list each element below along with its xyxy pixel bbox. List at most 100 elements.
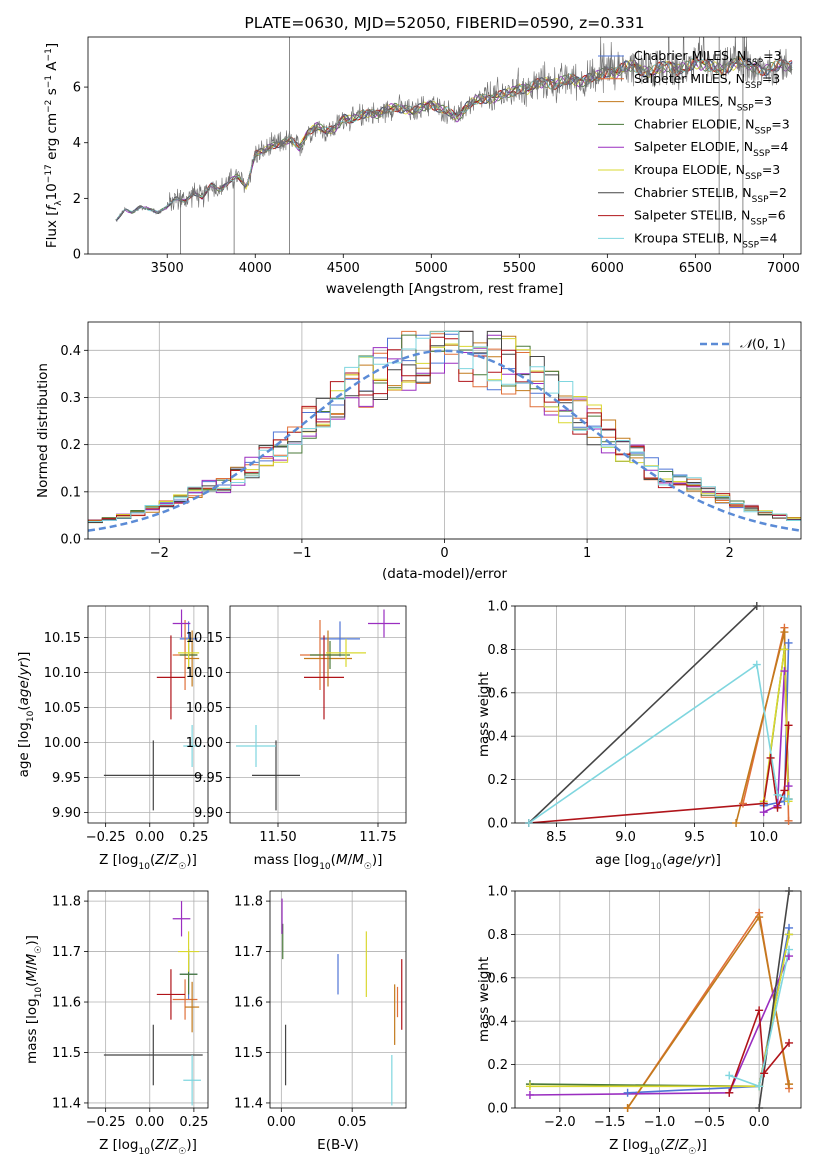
mass-vs-Z-xlabel-part: (: [150, 1137, 155, 1153]
weight-vs-age-marker: [780, 667, 789, 676]
residuals-ytick-label: 0.2: [60, 438, 81, 453]
weight-vs-Z-ytick-label: 0.8: [487, 928, 508, 943]
mass-vs-EBV-frame: [269, 890, 407, 1109]
weight-vs-Z-xlabel-part: (: [660, 1137, 665, 1153]
weight-vs-age-marker: [784, 795, 793, 804]
legend-label: Kroupa MILES, NSSP=3: [634, 94, 772, 114]
weight-vs-Z-ytick-label: 0.0: [487, 1102, 508, 1117]
age-vs-Z-ytick-label: 9.90: [52, 806, 81, 821]
weight-vs-age-xtick-label: 9.5: [684, 830, 705, 845]
spectrum-xtick-label: 3500: [151, 261, 184, 276]
age-vs-Z-ylabel-part: age: [16, 680, 32, 705]
weight-vs-Z-marker: [525, 1082, 534, 1091]
spectrum-frame: [87, 36, 802, 255]
weight-vs-age-marker: [732, 819, 741, 827]
legend-label-part: SSP: [742, 240, 759, 250]
weight-vs-age-marker: [784, 816, 793, 825]
weight-vs-age-marker: [524, 819, 533, 827]
residual-histogram: [88, 330, 801, 539]
age-vs-mass-ytick-label: 9.95: [194, 771, 223, 786]
mass-vs-Z-ylabel-part: M: [24, 970, 40, 982]
age-vs-Z-ytick-label: 10.10: [44, 666, 81, 681]
spectrum-ylabel: Flux [fλ10−17 erg cm−2 s−1 A−1]: [44, 43, 64, 248]
age-vs-mass-xlabel-part: M: [352, 852, 364, 868]
age-vs-Z-xlabel-part: ☉: [178, 862, 186, 872]
spectrum-ytick-label: 0: [73, 248, 81, 263]
weight-vs-Z-marker: [623, 1088, 632, 1097]
weight-vs-age-marker: [752, 602, 761, 610]
weight-vs-age-marker: [784, 638, 793, 647]
age-vs-mass-xlabel-part: mass [log: [254, 852, 320, 868]
mass-vs-Z-xlabel: Z [log10(Z/Z☉)]: [99, 1137, 197, 1157]
weight-vs-Z-xlabel-part: Z: [678, 1137, 689, 1153]
weight-vs-age-line: [528, 606, 758, 823]
legend-label: Salpeter MILES, NSSP=3: [634, 71, 780, 91]
mass-vs-Z-ylabel-part: ☉: [34, 946, 44, 954]
legend-label-part: SSP: [754, 126, 771, 136]
spectrum-ylabel-part: λ: [54, 200, 64, 206]
weight-vs-age-marker: [759, 808, 768, 817]
weight-vs-age-marker: [738, 799, 747, 808]
age-vs-mass-ytick-label: 10.15: [186, 631, 223, 646]
legend-label-part: Salpeter ELODIE, N: [634, 139, 753, 154]
legend-label-part: Kroupa STELIB, N: [634, 230, 742, 245]
weight-vs-Z-marker: [725, 1088, 734, 1097]
legend-label-part: =3: [754, 94, 772, 109]
spectrum-ylabel-part: A: [44, 61, 60, 75]
spectrum-ylabel-part: −1: [44, 48, 54, 61]
spectrum-ylabel-part: f: [44, 203, 60, 210]
mass-vs-Z-xtick-label: 0.25: [179, 1115, 208, 1130]
mass-vs-Z-xlabel-part: Z [log: [99, 1137, 138, 1153]
mass-vs-EBV-ytick-label: 11.5: [234, 1046, 263, 1061]
normal-reference-curve: [88, 349, 801, 532]
weight-vs-age-plot-area: [528, 606, 790, 823]
age-vs-Z-xtick-label: 0.00: [135, 830, 164, 845]
weight-vs-Z-xtick-label: −1.5: [594, 1115, 626, 1130]
weight-vs-Z-panel: −2.0 −1.5 −1.0 −0.5 0.0 0.0 0.2 0.4 0.6 0.8 1.0: [487, 885, 802, 1130]
weight-vs-age-marker: [773, 790, 782, 799]
weight-vs-Z-xtick-label: 0.0: [749, 1115, 770, 1130]
spectrum-xtick-label: 6000: [591, 261, 624, 276]
weight-vs-age-xtick-label: 8.5: [546, 830, 567, 845]
spectrum-plot-area: [115, 37, 793, 254]
legend-label-part: =6: [767, 208, 785, 223]
weight-vs-Z-xlabel: Z [log10(Z/Z☉)]: [609, 1137, 707, 1157]
residuals-xtick-label: −1: [292, 546, 311, 561]
spectrum-ytick-label: 6: [73, 81, 81, 96]
legend-label-part: Chabrier MILES, N: [634, 48, 746, 63]
age-vs-mass-ytick-label: 10.10: [186, 666, 223, 681]
weight-vs-Z-xlabel-part: /: [674, 1137, 679, 1153]
age-vs-Z-xlabel-part: /: [164, 852, 169, 868]
spectrum-ylabel-part: Flux [: [44, 210, 60, 248]
mass-vs-EBV-ytick-label: 11.4: [234, 1096, 263, 1111]
residuals-frame: [87, 321, 802, 540]
age-vs-mass-ytick-label: 10.00: [186, 736, 223, 751]
weight-vs-age-marker: [766, 753, 775, 762]
age-vs-mass-xlabel: mass [log10(M/M☉)]: [254, 852, 383, 872]
legend-label: Salpeter STELIB, NSSP=6: [634, 208, 786, 228]
age-vs-mass-xlabel-part: )]: [372, 852, 383, 868]
mass-vs-Z-frame: [87, 890, 209, 1109]
weight-vs-age-xlabel-part: (: [662, 852, 667, 868]
spectrum-ylabel-part: −17: [44, 164, 54, 183]
weight-vs-age-marker: [773, 803, 782, 812]
legend-label-part: SSP: [753, 149, 770, 159]
mass-vs-EBV-xtick-label: 0.00: [267, 1115, 296, 1130]
legend-label-part: Chabrier ELODIE, N: [634, 116, 754, 131]
weight-vs-Z-xtick-label: −2.0: [544, 1115, 576, 1130]
legend-label-part: =3: [762, 162, 780, 177]
legend-label-part: Salpeter MILES, N: [634, 71, 745, 86]
age-vs-Z-xlabel-part: 10: [138, 862, 150, 872]
weight-vs-Z-ytick-label: 0.4: [487, 1015, 508, 1030]
residuals-ylabel: Normed distribution: [35, 363, 51, 498]
spectrum-xtick-label: 7000: [767, 261, 800, 276]
weight-vs-Z-marker: [755, 1104, 764, 1112]
age-vs-Z-xlabel: Z [log10(Z/Z☉)]: [99, 852, 197, 872]
legend-normal-label: 𝒩(0, 1): [740, 336, 786, 351]
spectrum-panel: 3500 4000 4500 5000 5500 6000 6500 7000 0 2 4 6: [73, 36, 802, 276]
spectrum-ylabel-part: 10: [44, 183, 60, 200]
legend-label: Chabrier ELODIE, NSSP=3: [634, 116, 790, 136]
legend-label-part: SSP: [745, 81, 762, 91]
spectrum-xtick-label: 5500: [503, 261, 536, 276]
